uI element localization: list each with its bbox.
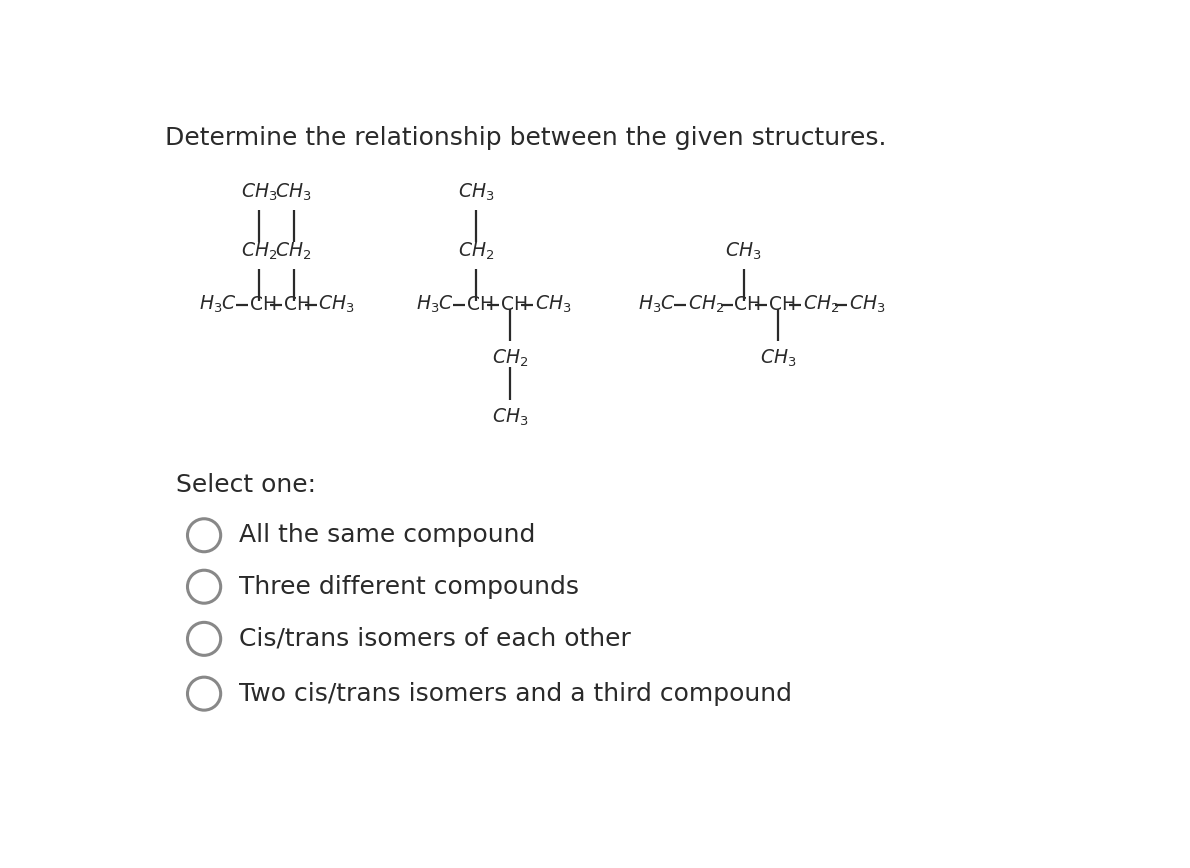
Text: CH: CH bbox=[769, 295, 796, 314]
Text: $H_3C$: $H_3C$ bbox=[638, 294, 676, 315]
Text: $CH_3$: $CH_3$ bbox=[536, 294, 571, 315]
Text: $CH_3$: $CH_3$ bbox=[726, 240, 762, 262]
Text: $CH_3$: $CH_3$ bbox=[458, 181, 494, 203]
Text: $CH_3$: $CH_3$ bbox=[319, 294, 355, 315]
Text: CH: CH bbox=[501, 295, 528, 314]
Text: $CH_2$: $CH_2$ bbox=[275, 240, 312, 262]
Text: $CH_3$: $CH_3$ bbox=[491, 406, 528, 428]
Text: $CH_2$: $CH_2$ bbox=[802, 294, 839, 315]
Text: $CH_2$: $CH_2$ bbox=[458, 240, 494, 262]
Text: $CH_3$: $CH_3$ bbox=[242, 181, 277, 203]
Text: $H_3C$: $H_3C$ bbox=[416, 294, 455, 315]
Text: $CH_2$: $CH_2$ bbox=[493, 347, 528, 369]
Text: Determine the relationship between the given structures.: Determine the relationship between the g… bbox=[165, 126, 887, 149]
Text: $H_3C$: $H_3C$ bbox=[200, 294, 238, 315]
Text: CH: CH bbox=[466, 295, 494, 314]
Text: $CH_3$: $CH_3$ bbox=[759, 347, 796, 369]
Text: All the same compound: All the same compound bbox=[239, 523, 536, 547]
Text: $CH_2$: $CH_2$ bbox=[688, 294, 725, 315]
Text: Two cis/trans isomers and a third compound: Two cis/trans isomers and a third compou… bbox=[239, 681, 793, 706]
Text: $CH_3$: $CH_3$ bbox=[275, 181, 312, 203]
Text: CH: CH bbox=[734, 295, 762, 314]
Text: Select one:: Select one: bbox=[176, 473, 317, 497]
Text: $CH_2$: $CH_2$ bbox=[242, 240, 277, 262]
Text: $CH_3$: $CH_3$ bbox=[848, 294, 885, 315]
Text: Cis/trans isomers of each other: Cis/trans isomers of each other bbox=[239, 627, 631, 651]
Text: Three different compounds: Three different compounds bbox=[239, 575, 580, 599]
Text: CH: CH bbox=[284, 295, 312, 314]
Text: CH: CH bbox=[250, 295, 277, 314]
